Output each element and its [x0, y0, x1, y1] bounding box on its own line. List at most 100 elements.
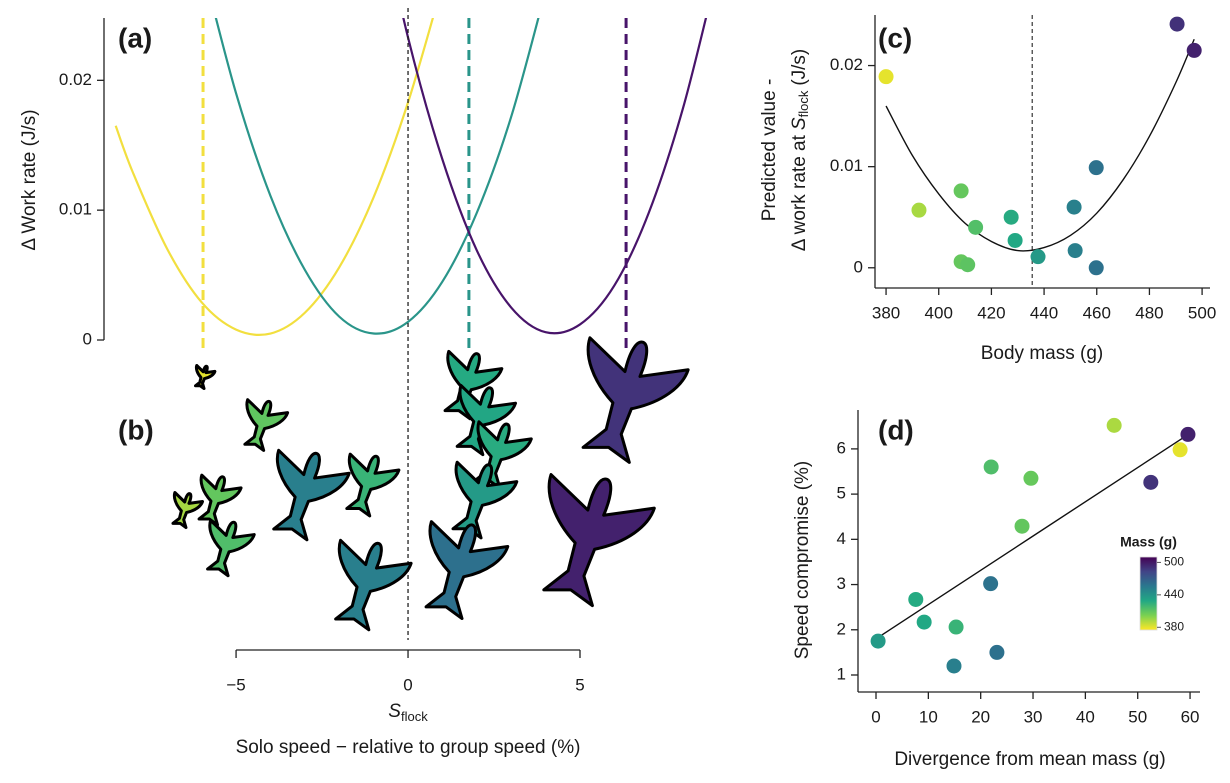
data-point — [953, 183, 969, 199]
y-axis-label: Δ work rate at Sflock (J/s) — [789, 49, 811, 252]
x-tick-label: 5 — [575, 675, 584, 694]
x-tick-label: 60 — [1181, 707, 1200, 726]
panel-label: (b) — [118, 414, 154, 445]
y-tick-label: 0.02 — [59, 70, 92, 89]
y-tick-label: 3 — [837, 574, 846, 593]
data-point — [1003, 209, 1019, 225]
data-point — [1088, 160, 1104, 176]
label-text: Δ work rate at — [789, 134, 810, 251]
data-point — [989, 644, 1005, 660]
x-tick-label: 30 — [1024, 707, 1043, 726]
x-tick-label: 20 — [971, 707, 990, 726]
x-tick-label: 0 — [403, 675, 412, 694]
data-point — [1066, 199, 1082, 215]
label-unit: (J/s) — [789, 49, 810, 86]
y-tick-label: 0.02 — [830, 55, 863, 74]
bird — [437, 455, 519, 543]
panel-label: (c) — [878, 22, 912, 53]
y-axis-label: Predicted value - — [759, 79, 780, 222]
data-point — [1106, 417, 1122, 433]
bird — [431, 345, 504, 423]
y-tick-label: 5 — [837, 484, 846, 503]
subscript: flock — [401, 709, 428, 724]
fit-line — [885, 38, 1195, 252]
y-axis-label: Speed compromise (%) — [792, 461, 813, 660]
data-point — [878, 69, 894, 85]
x-axis-label: Solo speed − relative to group speed (%) — [236, 737, 581, 758]
curve — [402, 18, 708, 335]
y-tick-label: 1 — [837, 664, 846, 683]
x-tick-label: 460 — [1083, 303, 1111, 322]
y-tick-label: 0 — [83, 329, 92, 348]
bird — [189, 471, 243, 529]
x-tick-label: 380 — [872, 303, 900, 322]
bird — [166, 489, 204, 530]
data-point — [983, 459, 999, 475]
colorbar-tick-label: 500 — [1164, 555, 1184, 569]
data-point — [1180, 426, 1196, 442]
y-axis-label: Δ Work rate (J/s) — [19, 109, 40, 250]
data-point — [911, 202, 927, 218]
data-point — [1143, 474, 1159, 490]
x-tick-label: 440 — [1030, 303, 1058, 322]
bird — [255, 442, 352, 546]
data-point — [1169, 16, 1185, 32]
label-symbol: S — [789, 117, 810, 130]
y-tick-label: 6 — [837, 438, 846, 457]
colorbar-tick-label: 440 — [1164, 587, 1184, 601]
data-point — [1023, 470, 1039, 486]
panel-label: (d) — [878, 414, 914, 445]
colorbar — [1139, 556, 1158, 631]
y-tick-label: 0 — [854, 257, 863, 276]
y-tick-label: 0.01 — [59, 200, 92, 219]
y-tick-label: 2 — [837, 619, 846, 638]
x-tick-label: 420 — [977, 303, 1005, 322]
y-tick-label: 0.01 — [830, 156, 863, 175]
colorbar-title: Mass (g) — [1120, 534, 1177, 550]
x-tick-label: 400 — [925, 303, 953, 322]
bird — [317, 532, 414, 636]
data-point — [983, 576, 999, 592]
colorbar-tick-label: 380 — [1164, 619, 1184, 633]
bird — [191, 363, 216, 390]
data-point — [946, 658, 962, 674]
data-point — [870, 633, 886, 649]
x-tick-label: 480 — [1135, 303, 1163, 322]
bird — [443, 379, 518, 459]
data-point — [1172, 442, 1188, 458]
bird — [406, 513, 511, 625]
x-tick-label: 500 — [1188, 303, 1216, 322]
data-point — [1007, 232, 1023, 248]
data-point — [916, 614, 932, 630]
bird — [557, 326, 692, 471]
x-tick-label: 10 — [919, 707, 938, 726]
label-subscript: flock — [796, 90, 811, 117]
data-point — [1030, 249, 1046, 265]
bird — [234, 395, 289, 454]
x-tick-label: 0 — [871, 707, 880, 726]
data-point — [1067, 243, 1083, 259]
bird — [196, 515, 256, 579]
axis-symbol: Sflock — [388, 701, 428, 724]
curve — [114, 18, 435, 336]
x-tick-label: 40 — [1076, 707, 1095, 726]
data-point — [948, 619, 964, 635]
data-point — [1186, 42, 1202, 58]
data-point — [960, 257, 976, 273]
x-axis-label: Divergence from mean mass (g) — [894, 749, 1165, 770]
curve — [214, 18, 540, 335]
x-tick-label: 50 — [1128, 707, 1147, 726]
panel-label: (a) — [118, 22, 152, 53]
symbol: S — [388, 701, 401, 722]
fit-line — [875, 436, 1186, 640]
data-point — [968, 219, 984, 235]
data-point — [1014, 518, 1030, 534]
bird — [334, 448, 401, 520]
bird — [516, 462, 658, 614]
y-tick-label: 4 — [837, 529, 846, 548]
data-point — [1088, 260, 1104, 276]
x-axis-label: Body mass (g) — [981, 343, 1103, 364]
